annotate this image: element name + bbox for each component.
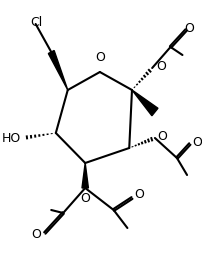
Text: O: O — [80, 192, 90, 205]
Text: O: O — [31, 229, 41, 241]
Text: O: O — [95, 51, 104, 64]
Text: O: O — [134, 189, 144, 201]
Text: O: O — [192, 135, 201, 149]
Text: O: O — [183, 21, 193, 35]
Polygon shape — [82, 163, 88, 188]
Text: HO: HO — [2, 132, 21, 144]
Polygon shape — [48, 51, 67, 90]
Text: O: O — [157, 130, 167, 142]
Text: Cl: Cl — [30, 15, 42, 28]
Text: O: O — [155, 60, 165, 72]
Polygon shape — [131, 90, 157, 116]
